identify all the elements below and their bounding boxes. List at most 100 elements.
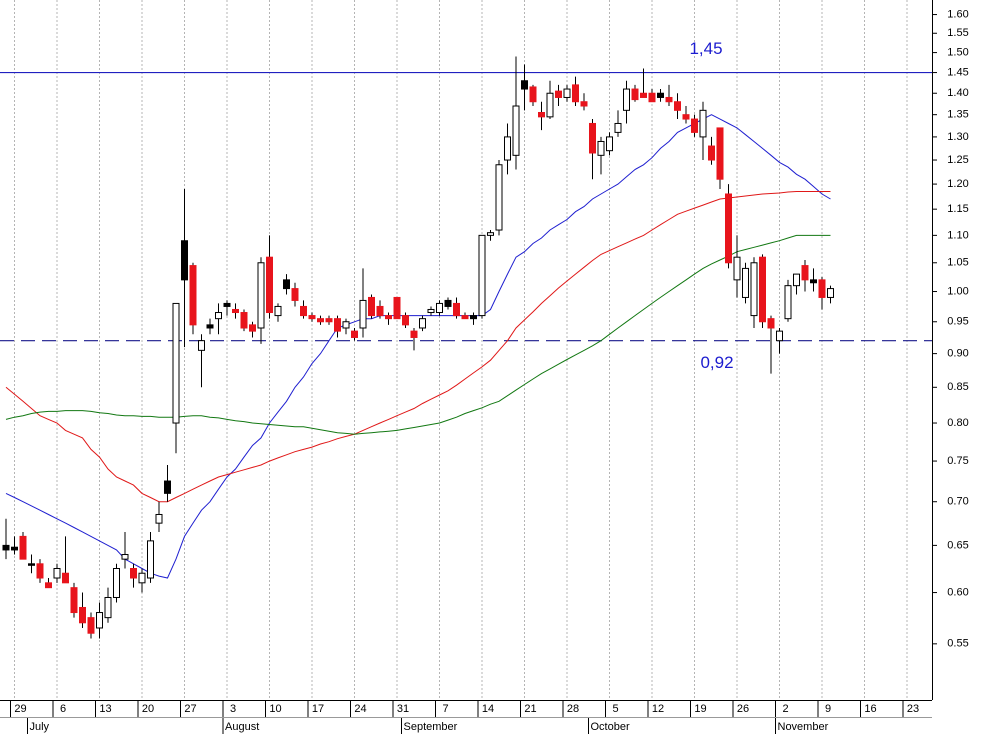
- candle-body: [164, 480, 171, 494]
- y-tick-label: 0.75: [947, 455, 968, 467]
- candle-body: [640, 92, 647, 98]
- candle-body: [436, 302, 443, 314]
- candle-body: [172, 302, 180, 424]
- candle-body: [232, 308, 239, 314]
- y-tick-label: 0.55: [947, 638, 968, 650]
- candle-body: [317, 318, 324, 323]
- candle-body: [495, 164, 503, 231]
- candle-body: [657, 92, 664, 98]
- y-tick-label: 1.35: [947, 109, 968, 121]
- candle-body: [206, 324, 214, 329]
- candle-body: [376, 305, 384, 317]
- y-tick-label: 0.95: [947, 316, 968, 328]
- candle-body: [147, 540, 154, 579]
- x-tick-label: 27: [184, 703, 196, 715]
- candle-body: [223, 302, 231, 307]
- y-tick-label: 1.05: [947, 257, 968, 269]
- x-tick-label: 24: [354, 703, 366, 715]
- candle-body: [215, 312, 222, 320]
- y-tick-label: 0.70: [947, 496, 968, 508]
- candle-body: [461, 315, 469, 320]
- candle-body: [11, 546, 18, 551]
- candle-body: [674, 101, 681, 111]
- reference-label: 0,92: [700, 353, 733, 372]
- candle-body: [801, 265, 809, 281]
- candle-body: [742, 267, 749, 298]
- x-tick-label: 17: [312, 703, 324, 715]
- candle-body: [512, 105, 520, 156]
- candle-body: [291, 288, 299, 301]
- month-label: October: [591, 721, 630, 733]
- candle-body: [708, 145, 715, 161]
- candle-body: [113, 568, 120, 598]
- candle-body: [342, 321, 350, 329]
- candle-body: [784, 285, 792, 320]
- candle-body: [249, 324, 256, 332]
- candle-body: [538, 111, 545, 118]
- candle-body: [198, 340, 205, 351]
- x-tick-label: 20: [142, 703, 154, 715]
- candle-body: [682, 114, 690, 120]
- x-tick-label: 23: [907, 703, 919, 715]
- x-tick-label: 9: [825, 703, 831, 715]
- candle-body: [453, 302, 460, 317]
- month-label: August: [225, 721, 259, 733]
- candle-body: [325, 318, 333, 323]
- candle-body: [155, 513, 163, 524]
- x-tick-label: 19: [694, 703, 706, 715]
- month-label: November: [778, 721, 829, 733]
- candle-body: [410, 330, 418, 338]
- candle-body: [266, 256, 273, 314]
- candle-body: [334, 318, 341, 332]
- y-tick-label: 0.90: [947, 348, 968, 360]
- x-tick-label: 14: [482, 703, 494, 715]
- candle-body: [691, 118, 698, 133]
- moving-average-line: [5, 191, 831, 503]
- candle-body: [96, 612, 103, 629]
- x-tick-label: 26: [737, 703, 749, 715]
- candles: [2, 56, 834, 639]
- month-label: September: [404, 721, 458, 733]
- y-tick-label: 1.15: [947, 203, 968, 215]
- x-tick-label: 28: [567, 703, 579, 715]
- candle-body: [62, 572, 69, 584]
- x-tick-label: 3: [230, 703, 236, 715]
- candle-body: [580, 101, 588, 107]
- candle-body: [138, 572, 146, 584]
- y-tick-label: 1.40: [947, 87, 968, 99]
- y-tick-label: 1.10: [947, 229, 968, 241]
- candle-body: [470, 315, 477, 320]
- candle-body: [28, 563, 35, 566]
- candle-body: [240, 312, 248, 329]
- candle-body: [699, 109, 707, 138]
- candle-body: [402, 315, 409, 326]
- candle-body: [274, 305, 282, 317]
- candle-body: [478, 234, 486, 317]
- candle-body: [716, 127, 724, 180]
- candle-body: [614, 122, 622, 133]
- candle-body: [283, 279, 290, 290]
- y-tick-label: 1.20: [947, 178, 968, 190]
- candle-body: [563, 88, 571, 98]
- candle-body: [53, 568, 61, 579]
- candle-body: [555, 90, 562, 98]
- candle-body: [776, 330, 783, 342]
- y-tick-label: 1.55: [947, 27, 968, 39]
- x-tick-label: 21: [524, 703, 536, 715]
- x-tick-label: 7: [442, 703, 448, 715]
- y-tick-label: 1.25: [947, 154, 968, 166]
- y-tick-label: 0.80: [947, 417, 968, 429]
- candle-body: [665, 96, 673, 103]
- candle-body: [750, 262, 758, 317]
- moving-average-line: [5, 234, 831, 435]
- candle-body: [606, 136, 613, 152]
- x-tick-label: 6: [60, 703, 66, 715]
- y-tick-label: 0.60: [947, 586, 968, 598]
- x-tick-label: 12: [652, 703, 664, 715]
- candle-body: [631, 88, 639, 101]
- candle-body: [189, 265, 197, 326]
- candle-body: [759, 256, 766, 323]
- y-tick-label: 1.00: [947, 285, 968, 297]
- y-tick-label: 1.60: [947, 8, 968, 20]
